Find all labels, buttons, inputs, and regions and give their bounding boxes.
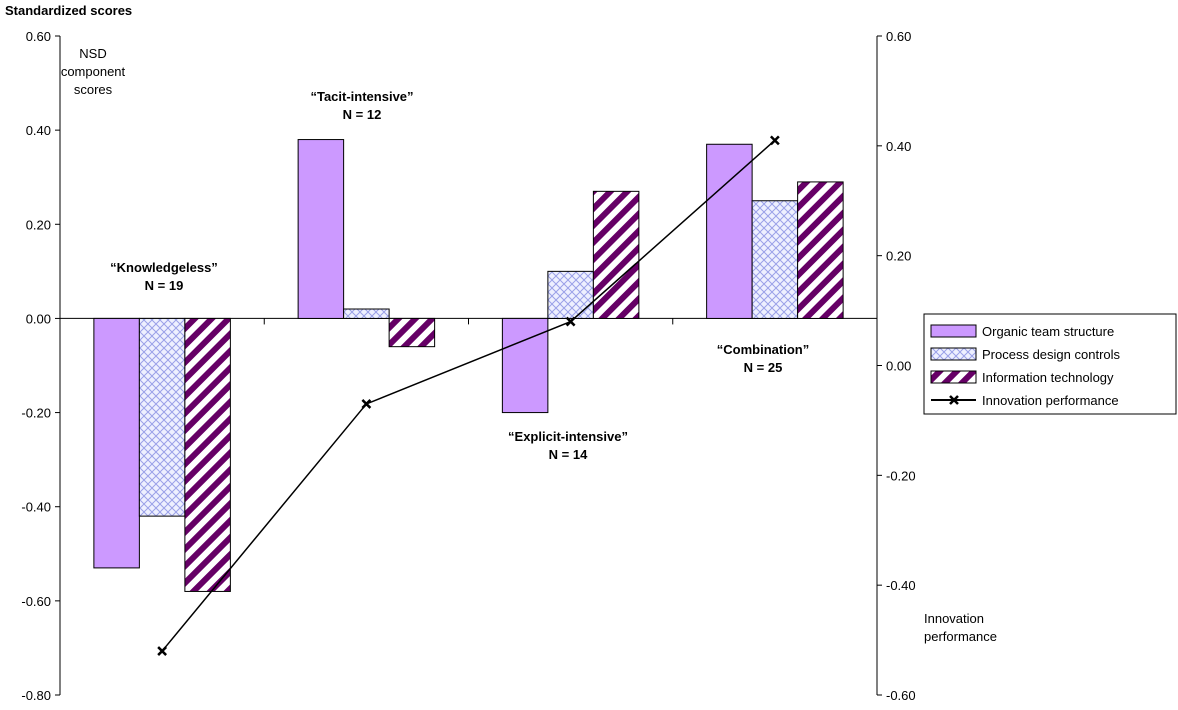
group-label-name: “Combination” bbox=[717, 342, 809, 357]
group-label-n: N = 12 bbox=[343, 107, 382, 122]
legend-label: Information technology bbox=[982, 370, 1114, 385]
right-tick-label: 0.20 bbox=[886, 249, 911, 264]
group-labels: “Knowledgeless” N = 19 “Tacit-intensive” N … bbox=[110, 89, 809, 462]
legend-swatch bbox=[930, 347, 977, 361]
left-tick-label: -0.40 bbox=[21, 500, 51, 515]
innovation-performance-line bbox=[161, 139, 776, 652]
chart-title: Standardized scores bbox=[5, 3, 132, 18]
bar bbox=[751, 200, 799, 319]
bar bbox=[706, 143, 753, 319]
group-label-name: “Tacit-intensive” bbox=[310, 89, 413, 104]
left-tick-label: 0.40 bbox=[26, 123, 51, 138]
left-tick-label: -0.80 bbox=[21, 688, 51, 703]
right-axis-label-line: Innovation bbox=[924, 611, 984, 626]
bar bbox=[297, 139, 345, 319]
legend-label: Organic team structure bbox=[982, 324, 1114, 339]
left-tick-label: 0.00 bbox=[26, 311, 51, 326]
right-axis-label: Innovation performance bbox=[924, 611, 997, 644]
line-point bbox=[361, 399, 372, 409]
bar bbox=[501, 317, 549, 414]
line-series bbox=[157, 135, 780, 656]
left-axis-label-line: scores bbox=[74, 82, 113, 97]
bar bbox=[184, 317, 231, 592]
left-tick-label: -0.60 bbox=[21, 594, 51, 609]
line-point bbox=[565, 316, 576, 327]
line-point bbox=[157, 646, 168, 656]
left-tick-label: 0.20 bbox=[26, 217, 51, 232]
right-tick-label: -0.20 bbox=[886, 468, 916, 483]
legend: Organic team structure Process design con… bbox=[923, 313, 1177, 415]
right-tick-label: 0.00 bbox=[886, 359, 911, 374]
bar bbox=[592, 190, 640, 319]
legend-swatch bbox=[930, 324, 977, 338]
left-tick-label: -0.20 bbox=[21, 406, 51, 421]
legend-label: Innovation performance bbox=[982, 393, 1119, 408]
bar bbox=[797, 181, 844, 319]
legend-line-marker bbox=[949, 395, 959, 405]
group-label-name: “Explicit-intensive” bbox=[508, 429, 628, 444]
bar bbox=[388, 317, 436, 348]
bar bbox=[138, 317, 186, 517]
group-label-name: “Knowledgeless” bbox=[110, 260, 218, 275]
bars bbox=[93, 139, 844, 592]
bar bbox=[93, 317, 140, 569]
legend-label: Process design controls bbox=[982, 347, 1121, 362]
left-tick-label: 0.60 bbox=[26, 29, 51, 44]
group-label-n: N = 14 bbox=[549, 447, 588, 462]
right-tick-label: -0.40 bbox=[886, 578, 916, 593]
right-tick-label: 0.40 bbox=[886, 139, 911, 154]
axes: 0.60 0.40 0.20 0.00 -0.20 -0.40 -0.60 -0.80 0.60… bbox=[21, 29, 915, 703]
right-tick-label: -0.60 bbox=[886, 688, 916, 703]
left-axis-label-line: NSD bbox=[79, 46, 106, 61]
left-axis-label: NSD component scores bbox=[61, 46, 126, 97]
left-axis-label-line: component bbox=[61, 64, 126, 79]
group-label-n: N = 19 bbox=[145, 278, 184, 293]
group-label-n: N = 25 bbox=[744, 360, 783, 375]
line-point bbox=[769, 135, 780, 146]
bar bbox=[547, 270, 594, 319]
legend-swatch bbox=[930, 370, 977, 384]
right-tick-label: 0.60 bbox=[886, 29, 911, 44]
bar bbox=[343, 308, 390, 319]
right-axis-label-line: performance bbox=[924, 629, 997, 644]
